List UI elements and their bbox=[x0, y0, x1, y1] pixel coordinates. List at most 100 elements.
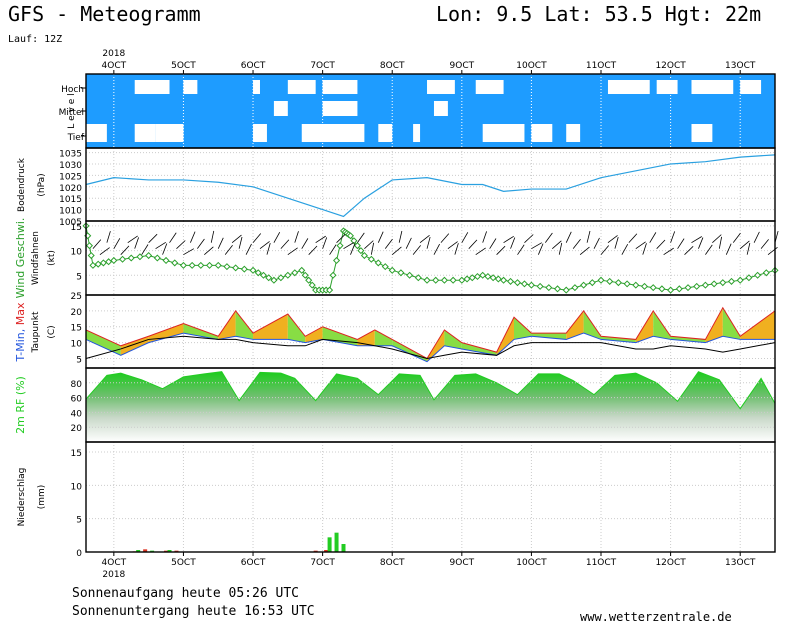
wind-barb bbox=[106, 231, 111, 243]
wind-point bbox=[614, 279, 622, 287]
x-tick-label-bottom: 4OCT bbox=[102, 558, 127, 568]
wind-barb bbox=[169, 232, 177, 243]
wind-barb bbox=[433, 243, 440, 255]
cloud-patch bbox=[301, 124, 365, 142]
wind-point bbox=[254, 269, 262, 277]
sunrise-text: Sonnenaufgang heute 05:26 UTC bbox=[72, 586, 299, 601]
wind-barb bbox=[593, 237, 600, 249]
x-tick-label-bottom: 12OCT bbox=[655, 558, 686, 568]
wind-barb bbox=[440, 233, 450, 243]
temp-band-segment bbox=[253, 314, 288, 340]
wind-point bbox=[205, 261, 214, 269]
wind-barb bbox=[572, 238, 581, 249]
cloud-level-2: Tief bbox=[67, 133, 85, 143]
wind-barb bbox=[377, 231, 384, 243]
wind-barb bbox=[649, 232, 657, 243]
sunset-text: Sonnenuntergang heute 16:53 UTC bbox=[72, 604, 315, 619]
wind-point bbox=[500, 276, 508, 284]
precip-bar bbox=[334, 532, 339, 552]
rh-line bbox=[85, 371, 776, 410]
wind-barb bbox=[552, 240, 562, 249]
wind-barb bbox=[628, 233, 638, 243]
temp-band-segment bbox=[514, 317, 532, 340]
wind-point bbox=[463, 275, 471, 283]
cloud-level-0: Hoch bbox=[61, 85, 84, 95]
rh-y-label: 2m RF (%) bbox=[14, 376, 27, 434]
wind-point bbox=[701, 281, 709, 289]
wind-point bbox=[719, 279, 727, 287]
wind-point bbox=[710, 280, 718, 288]
temp-band-segment bbox=[461, 342, 497, 356]
wind-barb bbox=[712, 234, 722, 243]
wind-barb bbox=[579, 246, 590, 255]
temp-band-segment bbox=[566, 310, 584, 340]
temp-y-label-max: Max bbox=[14, 302, 27, 329]
wind-point bbox=[333, 256, 341, 265]
cloud-patch bbox=[433, 101, 448, 116]
wind-point bbox=[89, 261, 97, 269]
x-tick-label-top: 8OCT bbox=[380, 61, 405, 71]
wind-point bbox=[623, 280, 631, 288]
wind-point bbox=[179, 261, 187, 269]
temp-band-segment bbox=[305, 326, 323, 343]
wind-series-line bbox=[85, 225, 776, 291]
wind-barb bbox=[120, 245, 130, 255]
cloud-patch bbox=[413, 124, 421, 142]
wind-point bbox=[513, 279, 522, 287]
wind-barb bbox=[565, 231, 572, 243]
precip-bar bbox=[143, 549, 148, 552]
temp-y-label-min: T-Min, bbox=[14, 329, 27, 363]
location-info: Lon: 9.5 Lat: 53.5 Hgt: 22m bbox=[436, 2, 762, 26]
temp-band-segment bbox=[670, 336, 706, 343]
wind-point bbox=[536, 282, 544, 290]
cloud-patch bbox=[378, 124, 393, 142]
wind-barb bbox=[510, 237, 516, 249]
wind-point bbox=[473, 272, 482, 281]
wind-barb bbox=[426, 236, 431, 249]
wind-barb bbox=[370, 242, 375, 255]
wind-barb bbox=[190, 231, 196, 243]
wind-barb bbox=[398, 230, 403, 243]
wind-point bbox=[350, 237, 358, 245]
wind-barb bbox=[245, 243, 252, 255]
wind-point bbox=[527, 281, 535, 289]
cloud-patch bbox=[427, 80, 455, 94]
pressure-tick-label: 1015 bbox=[59, 195, 82, 205]
temp-band-segment bbox=[444, 329, 462, 349]
wind-point bbox=[374, 259, 382, 267]
rh-tick-label: 60 bbox=[71, 395, 83, 405]
wind-point bbox=[632, 281, 640, 289]
wind-point bbox=[305, 276, 313, 284]
temp-band-segment bbox=[322, 326, 358, 346]
tmax-line bbox=[85, 306, 776, 360]
cloud-patch bbox=[134, 124, 156, 142]
temp-band-segment bbox=[287, 314, 306, 343]
wind-barb bbox=[670, 231, 676, 243]
wind-barb bbox=[336, 234, 346, 243]
wind-point bbox=[214, 261, 222, 269]
precip-bar bbox=[324, 550, 329, 552]
precip-tick-label: 5 bbox=[76, 516, 82, 526]
wind-barb bbox=[468, 239, 478, 249]
wind-point bbox=[580, 281, 588, 289]
source-link[interactable]: www.wetterzentrale.de bbox=[580, 610, 732, 624]
wind-barb bbox=[343, 242, 354, 250]
wind-barb bbox=[489, 238, 497, 249]
temp-band-segment bbox=[148, 323, 184, 343]
x-tick-label-bottom: 5OCT bbox=[171, 558, 196, 568]
wind-barb bbox=[621, 243, 629, 255]
wind-barb bbox=[635, 241, 646, 249]
wind-barb bbox=[210, 230, 215, 243]
x-tick-label-top: 12OCT bbox=[655, 61, 686, 71]
rh-area bbox=[86, 371, 775, 442]
wind-barb bbox=[141, 244, 149, 255]
x-tick-label-bottom: 8OCT bbox=[380, 558, 405, 568]
wind-barb bbox=[725, 243, 732, 255]
wind-point bbox=[640, 282, 649, 290]
cloud-patch bbox=[566, 124, 581, 142]
wind-point bbox=[197, 261, 205, 269]
wind-point bbox=[188, 261, 196, 269]
wind-barb bbox=[503, 235, 514, 244]
wind-barb bbox=[732, 232, 741, 243]
